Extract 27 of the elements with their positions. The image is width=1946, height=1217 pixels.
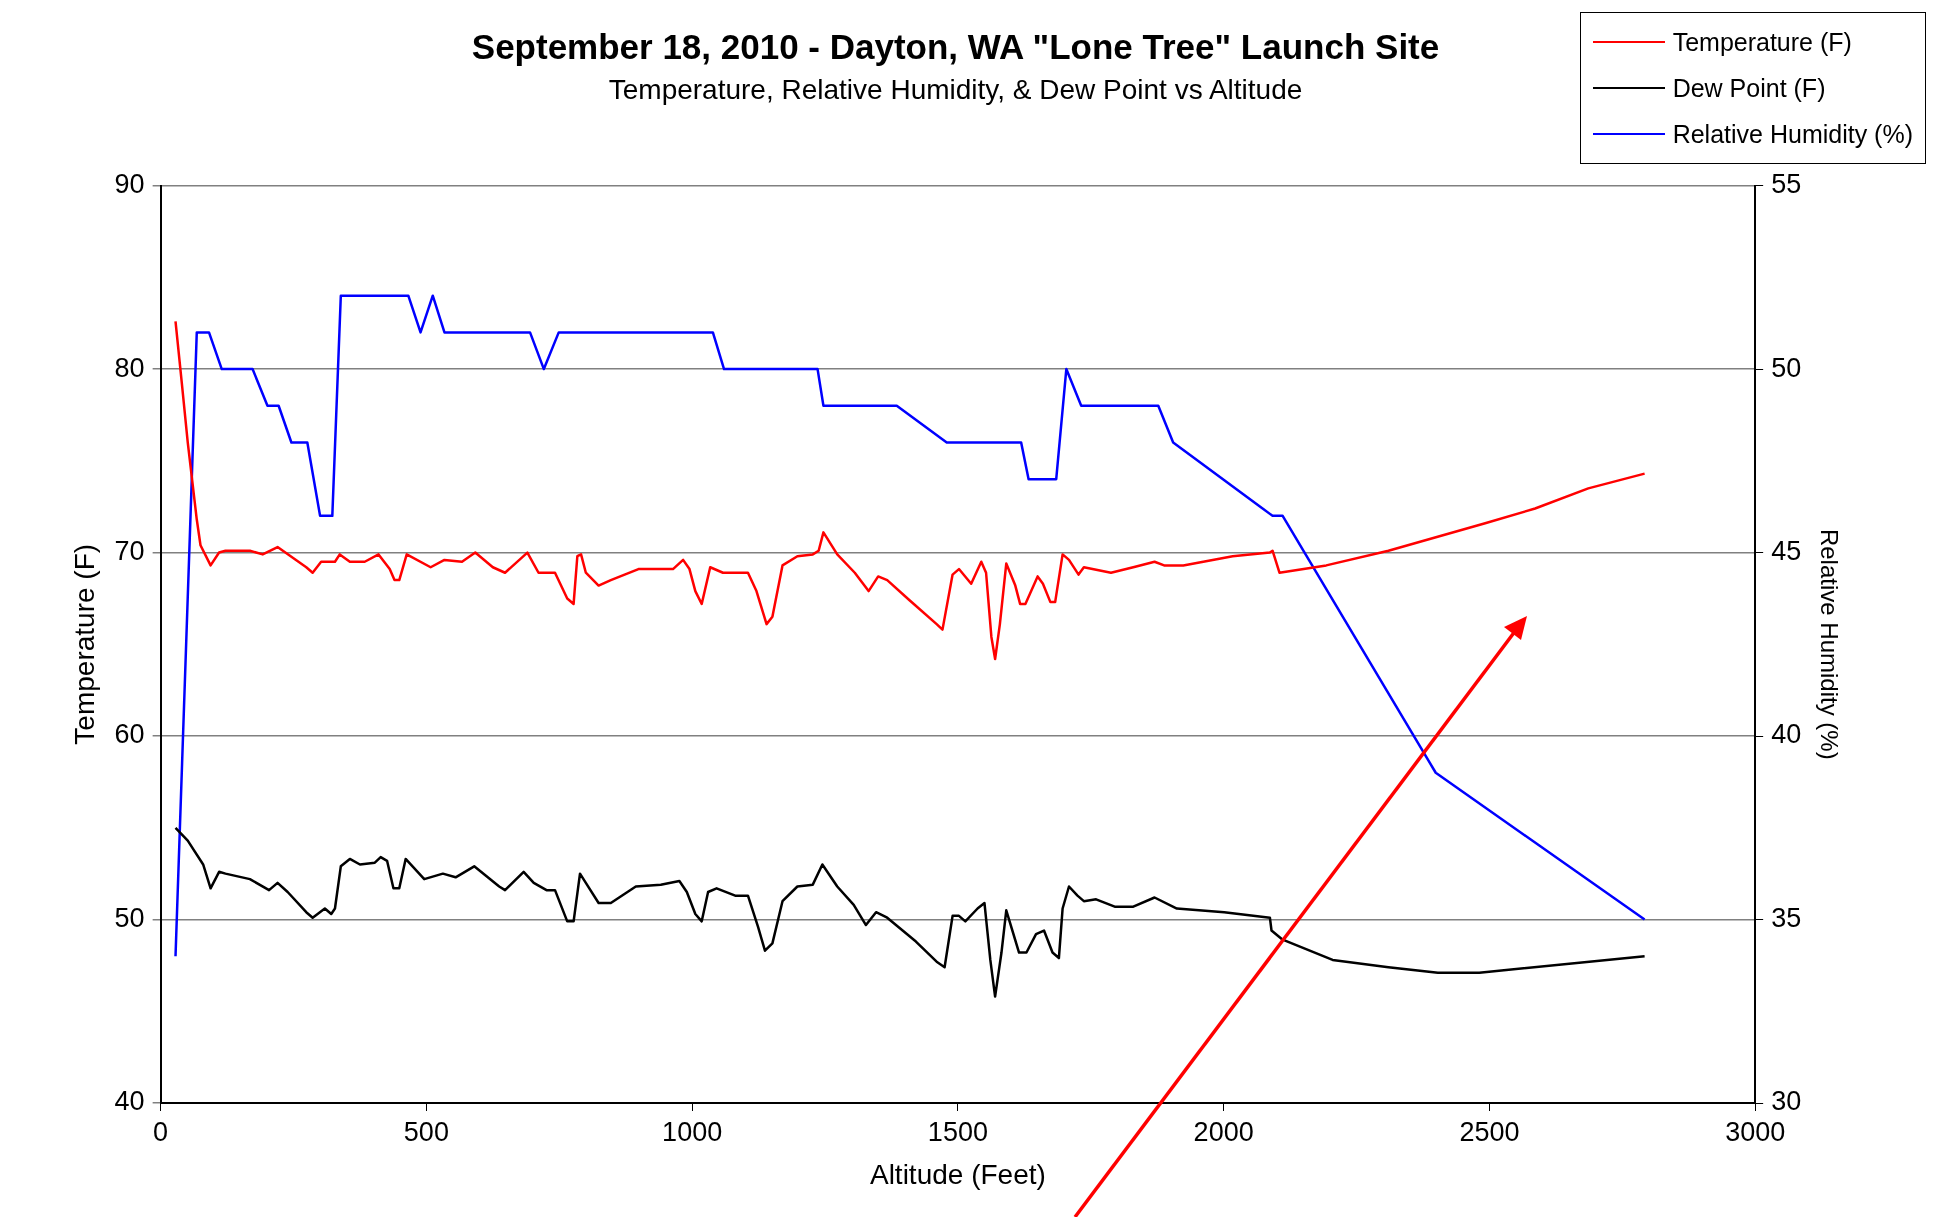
y-tick-label: 50 — [114, 902, 145, 933]
y-tick-label: 40 — [114, 1086, 145, 1117]
y2-tick-label: 45 — [1771, 536, 1802, 567]
y-tick-label: 60 — [114, 719, 145, 750]
x-tick-label: 1500 — [927, 1116, 988, 1147]
y2-tick-label: 40 — [1771, 719, 1802, 750]
x-tick-label: 2000 — [1193, 1116, 1254, 1147]
legend-label: Dew Point (F) — [1672, 73, 1826, 103]
y2-tick-label: 35 — [1771, 902, 1802, 933]
x-tick-label: 3000 — [1725, 1116, 1786, 1147]
y2-tick-label: 50 — [1771, 352, 1802, 383]
legend-label: Temperature (F) — [1672, 27, 1852, 57]
chart-subtitle: Temperature, Relative Humidity, & Dew Point vs Altitude — [608, 73, 1303, 105]
x-tick-label: 500 — [403, 1116, 449, 1147]
y2-tick-label: 55 — [1771, 169, 1802, 200]
x-tick-label: 0 — [153, 1116, 169, 1147]
y2-tick-label: 30 — [1771, 1086, 1802, 1117]
y-axis-title: Temperature (F) — [68, 543, 100, 745]
x-axis-title: Altitude (Feet) — [869, 1158, 1046, 1190]
y-tick-label: 90 — [114, 169, 145, 200]
y-tick-label: 70 — [114, 536, 145, 567]
x-tick-label: 1000 — [662, 1116, 723, 1147]
x-tick-label: 2500 — [1459, 1116, 1520, 1147]
y-tick-label: 80 — [114, 352, 145, 383]
legend-label: Relative Humidity (%) — [1672, 119, 1913, 149]
chart-title: September 18, 2010 - Dayton, WA "Lone Tree" Launch Site — [471, 26, 1440, 66]
y2-axis-title: Relative Humidity (%) — [1815, 528, 1843, 760]
